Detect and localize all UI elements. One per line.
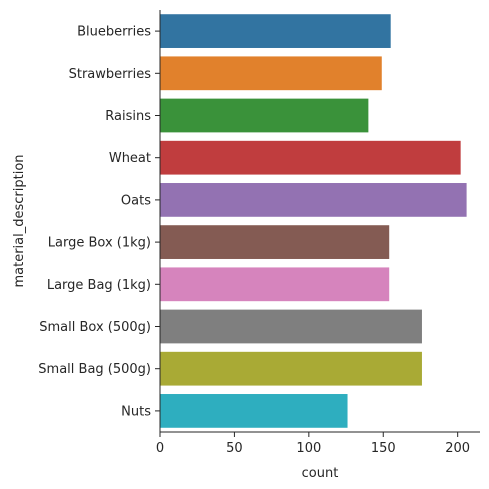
x-tick-label: 100 <box>296 441 321 456</box>
bar-6 <box>160 267 390 302</box>
x-tick-label: 200 <box>445 441 470 456</box>
y-tick-label: Nuts <box>121 404 151 419</box>
y-tick-label: Small Box (500g) <box>39 320 151 335</box>
bar-8 <box>160 351 422 386</box>
bar-4 <box>160 183 467 217</box>
x-tick-label: 0 <box>156 441 164 456</box>
x-tick-label: 50 <box>226 441 243 456</box>
x-tick-labels: 0 50 100 150 200 <box>156 432 470 456</box>
bar-0 <box>160 14 391 48</box>
y-axis-label: material_description <box>12 154 27 287</box>
x-tick-label: 150 <box>371 441 396 456</box>
x-axis-label: count <box>302 466 339 481</box>
bar-9 <box>160 394 348 428</box>
bars-group <box>160 14 467 428</box>
bar-7 <box>160 309 422 344</box>
y-tick-label: Oats <box>121 193 151 208</box>
y-tick-label: Small Bag (500g) <box>38 362 151 377</box>
bar-1 <box>160 56 382 91</box>
bar-5 <box>160 225 390 259</box>
y-tick-label: Large Box (1kg) <box>48 236 151 251</box>
bar-3 <box>160 140 461 175</box>
y-tick-labels: Blueberries Strawberries Raisins Wheat Oats L… <box>38 25 160 419</box>
y-tick-label: Wheat <box>109 151 151 166</box>
y-tick-label: Raisins <box>105 109 151 124</box>
y-tick-label: Large Bag (1kg) <box>47 278 151 293</box>
y-tick-label: Strawberries <box>69 67 152 82</box>
y-tick-label: Blueberries <box>77 25 151 40</box>
bar-2 <box>160 98 369 133</box>
